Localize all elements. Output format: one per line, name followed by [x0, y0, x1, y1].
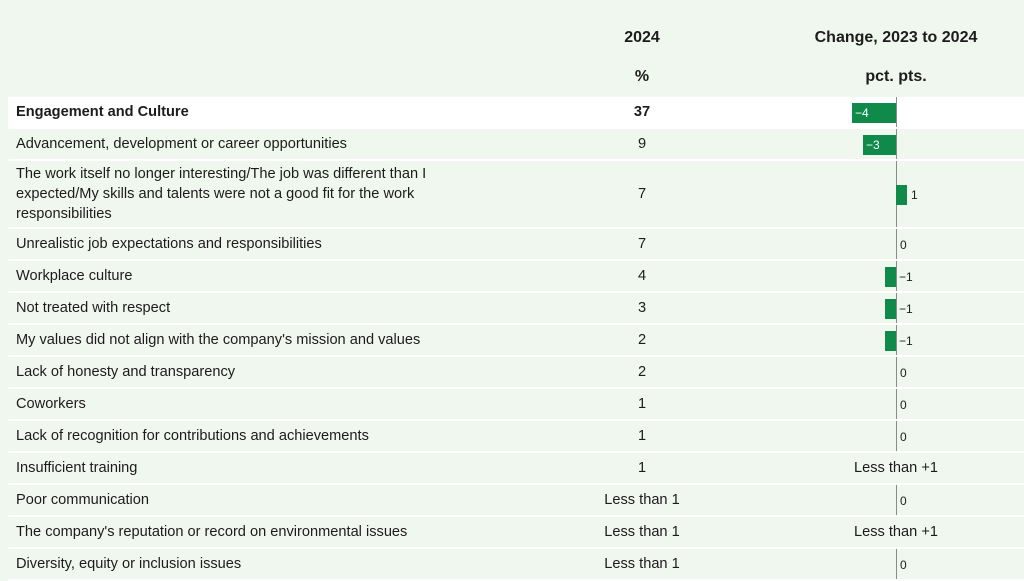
table-row: Engagement and Culture 37 −4 [8, 97, 1024, 129]
row-label: Lack of honesty and transparency [16, 364, 236, 380]
table-body: Engagement and Culture 37 −4 Advancement, d… [8, 97, 1024, 581]
table-row: Advancement, development or career oppor… [8, 129, 1024, 161]
table-row: Workplace culture 4 −1 [8, 261, 1024, 293]
change-bar [863, 135, 896, 155]
table-row: Poor communication Less than 1 0 [8, 485, 1024, 517]
row-label: Advancement, development or career oppor… [16, 136, 347, 152]
change-bar [885, 299, 896, 319]
row-label: Diversity, equity or inclusion issues [16, 556, 242, 572]
row-label: Unrealistic job expectations and respons… [16, 236, 322, 252]
zero-axis-line [896, 293, 897, 323]
zero-axis-line [896, 229, 897, 259]
table-row: Coworkers 1 0 [8, 389, 1024, 421]
row-pct-value: 7 [637, 186, 647, 202]
row-label: The company's reputation or record on en… [16, 524, 408, 540]
row-label: Engagement and Culture [16, 104, 189, 120]
change-label: 0 [900, 558, 907, 572]
row-pct-value: Less than 1 [604, 524, 680, 540]
table-row: The company's reputation or record on en… [8, 517, 1024, 549]
row-pct-value: 7 [637, 236, 647, 252]
change-bar [885, 331, 896, 351]
change-label: 0 [900, 366, 907, 380]
header-2024-unit: % [634, 68, 650, 85]
change-label: 0 [900, 430, 907, 444]
zero-axis-line [896, 485, 897, 515]
row-pct-value: 4 [637, 268, 647, 284]
change-label: −1 [899, 334, 913, 348]
zero-axis-line [896, 549, 897, 579]
zero-axis-line [896, 389, 897, 419]
change-text: Less than +1 [854, 524, 938, 540]
zero-axis-line [896, 97, 897, 127]
row-pct-value: 3 [637, 300, 647, 316]
table-row: The work itself no longer interesting/Th… [8, 161, 1024, 229]
table-row: Lack of honesty and transparency 2 0 [8, 357, 1024, 389]
table-row: Lack of recognition for contributions an… [8, 421, 1024, 453]
zero-axis-line [896, 421, 897, 451]
table-row: Diversity, equity or inclusion issues Les… [8, 549, 1024, 581]
change-bar [852, 103, 896, 123]
change-text: Less than +1 [854, 460, 938, 476]
header-change-unit: pct. pts. [865, 68, 927, 85]
zero-axis-line [896, 325, 897, 355]
row-label: Poor communication [16, 492, 150, 508]
table-row: Insufficient training 1 Less than +1 [8, 453, 1024, 485]
header-change: Change, 2023 to 2024 [814, 29, 978, 46]
change-label: 1 [911, 188, 918, 202]
change-label: 0 [900, 494, 907, 508]
zero-axis-line [896, 261, 897, 291]
row-label: The work itself no longer interesting/Th… [16, 166, 427, 222]
row-pct-value: Less than 1 [604, 556, 680, 572]
change-label: −3 [866, 138, 880, 152]
row-pct-value: Less than 1 [604, 492, 680, 508]
table-row: Unrealistic job expectations and respons… [8, 229, 1024, 261]
table-row: Not treated with respect 3 −1 [8, 293, 1024, 325]
header-2024: 2024 [624, 29, 660, 46]
row-label: My values did not align with the company… [16, 332, 421, 348]
change-bar [885, 267, 896, 287]
row-pct-value: 37 [633, 104, 651, 120]
row-pct-value: 2 [637, 332, 647, 348]
table-row: My values did not align with the company… [8, 325, 1024, 357]
row-label: Insufficient training [16, 460, 138, 476]
change-label: −1 [899, 270, 913, 284]
row-pct-value: 2 [637, 364, 647, 380]
row-label: Coworkers [16, 396, 86, 412]
row-pct-value: 1 [637, 428, 647, 444]
zero-axis-line [896, 357, 897, 387]
row-label: Lack of recognition for contributions an… [16, 428, 369, 444]
change-label: 0 [900, 398, 907, 412]
row-pct-value: 1 [637, 460, 647, 476]
row-label: Workplace culture [16, 268, 133, 284]
change-label: 0 [900, 238, 907, 252]
row-pct-value: 9 [637, 136, 647, 152]
change-label: −1 [899, 302, 913, 316]
change-label: −4 [855, 106, 869, 120]
change-bar [896, 185, 907, 205]
zero-axis-line [896, 129, 897, 159]
row-pct-value: 1 [637, 396, 647, 412]
row-label: Not treated with respect [16, 300, 171, 316]
